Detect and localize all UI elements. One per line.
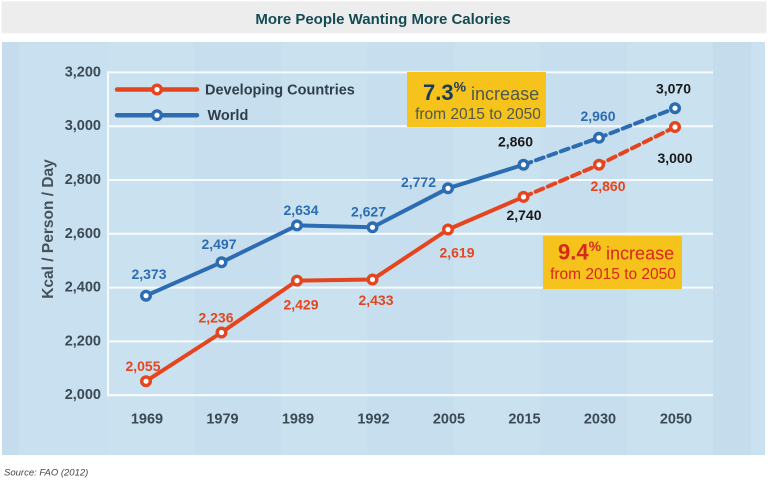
svg-text:2,497: 2,497	[201, 236, 236, 252]
svg-text:Kcal / Person / Day: Kcal / Person / Day	[40, 159, 57, 299]
svg-text:2,429: 2,429	[283, 297, 318, 313]
svg-text:from 2015 to 2050: from 2015 to 2050	[415, 106, 541, 123]
svg-text:from 2015 to 2050: from 2015 to 2050	[550, 266, 676, 283]
svg-text:2,236: 2,236	[198, 310, 233, 326]
svg-text:2,619: 2,619	[439, 245, 474, 261]
svg-text:2005: 2005	[433, 412, 465, 428]
svg-text:Developing Countries: Developing Countries	[205, 83, 355, 99]
svg-text:1969: 1969	[131, 412, 163, 428]
svg-text:2,627: 2,627	[351, 204, 386, 220]
svg-text:2,860: 2,860	[590, 178, 625, 194]
svg-text:2,400: 2,400	[65, 280, 101, 296]
svg-text:2,772: 2,772	[401, 174, 436, 190]
svg-text:Source: FAO (2012): Source: FAO (2012)	[4, 468, 88, 479]
svg-text:3,070: 3,070	[656, 81, 691, 97]
svg-text:2,860: 2,860	[498, 134, 533, 150]
svg-text:2,600: 2,600	[65, 226, 101, 242]
svg-text:1989: 1989	[282, 412, 314, 428]
svg-text:2,960: 2,960	[580, 108, 615, 124]
svg-text:World: World	[208, 108, 249, 124]
svg-text:2050: 2050	[660, 412, 692, 428]
svg-text:3,000: 3,000	[657, 150, 692, 166]
svg-text:2,055: 2,055	[125, 358, 160, 374]
svg-text:3,000: 3,000	[65, 118, 101, 134]
svg-text:2,000: 2,000	[65, 387, 101, 403]
svg-text:2,634: 2,634	[283, 202, 318, 218]
svg-text:2,800: 2,800	[65, 172, 101, 188]
svg-text:1992: 1992	[357, 412, 389, 428]
svg-text:2,200: 2,200	[65, 333, 101, 349]
svg-text:More People Wanting More Calor: More People Wanting More Calories	[255, 11, 510, 28]
svg-text:2,740: 2,740	[506, 207, 541, 223]
svg-text:2030: 2030	[584, 412, 616, 428]
svg-text:2015: 2015	[508, 412, 540, 428]
svg-text:1979: 1979	[206, 412, 238, 428]
svg-text:3,200: 3,200	[65, 64, 101, 80]
svg-text:2,373: 2,373	[131, 266, 166, 282]
svg-text:2,433: 2,433	[358, 292, 393, 308]
